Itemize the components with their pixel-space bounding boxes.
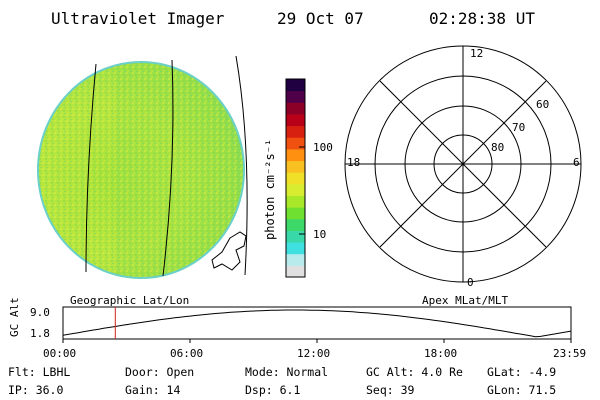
- info-gcalt: GC Alt: 4.0 Re: [366, 365, 463, 379]
- mlt-diagonal-b: [379, 80, 547, 248]
- timeline-ytick-low: 1.8: [30, 327, 50, 340]
- colorbar-segment: [286, 183, 305, 196]
- mlt-label-0: 0: [467, 276, 474, 289]
- timeline-xtick-0600: 06:00: [170, 347, 204, 360]
- colorbar-segment: [286, 113, 305, 127]
- info-door: Door: Open: [125, 365, 195, 379]
- colorbar-segment: [286, 242, 305, 255]
- uv-globe-image: [37, 61, 245, 279]
- colorbar-segment: [286, 172, 305, 185]
- info-flt: Flt: LBHL: [8, 365, 71, 379]
- timeline-ylabel: GC Alt: [8, 297, 21, 337]
- timeline-xtick-0000: 00:00: [43, 347, 77, 360]
- geographic-label: Geographic Lat/Lon: [70, 294, 190, 307]
- colorbar-segment: [286, 125, 305, 138]
- timeline-xtick-1200: 12:00: [297, 347, 331, 360]
- info-seq: Seq: 39: [366, 383, 415, 397]
- colorbar-segment: [286, 253, 305, 266]
- colorbar: [286, 79, 305, 278]
- mlt-label-12: 12: [470, 47, 484, 60]
- info-dsp: Dsp: 6.1: [245, 383, 301, 397]
- date-label: 29 Oct 07: [277, 9, 364, 28]
- timeline-ticks: [62, 339, 572, 343]
- altitude-curve: [62, 309, 572, 338]
- colorbar-segment: [286, 207, 305, 220]
- mlt-label-6: 6: [573, 156, 580, 169]
- colorbar-frame: [285, 78, 306, 278]
- timeline-ytick-high: 9.0: [30, 306, 50, 319]
- info-glat: GLat: -4.9: [487, 365, 557, 379]
- colorbar-segment: [286, 265, 305, 278]
- colorbar-segment: [286, 195, 305, 208]
- polar-plot: [344, 45, 582, 283]
- colorbar-label-100: 100: [313, 141, 333, 154]
- mlat-label-60: 60: [536, 98, 550, 111]
- colorbar-segment: [286, 90, 305, 103]
- colorbar-label-10: 10: [313, 228, 327, 241]
- info-ip: IP: 36.0: [8, 383, 64, 397]
- colorbar-unit-label: photon cm⁻²s⁻¹: [263, 138, 277, 240]
- timeline-xtick-2359: 23:59: [553, 347, 587, 360]
- mlat-label-70: 70: [512, 121, 526, 134]
- geographic-grid-lines: [85, 55, 248, 277]
- info-gain: Gain: 14: [125, 383, 181, 397]
- colorbar-segment: [286, 79, 305, 92]
- colorbar-segment: [286, 218, 305, 231]
- timeline-xtick-1800: 18:00: [424, 347, 458, 360]
- colorbar-segment: [286, 230, 305, 243]
- colorbar-segment: [286, 148, 305, 162]
- colorbar-segment: [286, 160, 305, 173]
- app-title: Ultraviolet Imager: [51, 9, 225, 28]
- info-glon: GLon: 71.5: [487, 383, 557, 397]
- colorbar-segment: [286, 137, 305, 150]
- mlat-label-80: 80: [491, 141, 505, 154]
- info-mode: Mode: Normal: [245, 365, 329, 379]
- time-label: 02:28:38 UT: [429, 9, 535, 28]
- apex-label: Apex MLat/MLT: [422, 294, 509, 307]
- colorbar-segment: [286, 102, 305, 115]
- mlt-label-18: 18: [347, 156, 361, 169]
